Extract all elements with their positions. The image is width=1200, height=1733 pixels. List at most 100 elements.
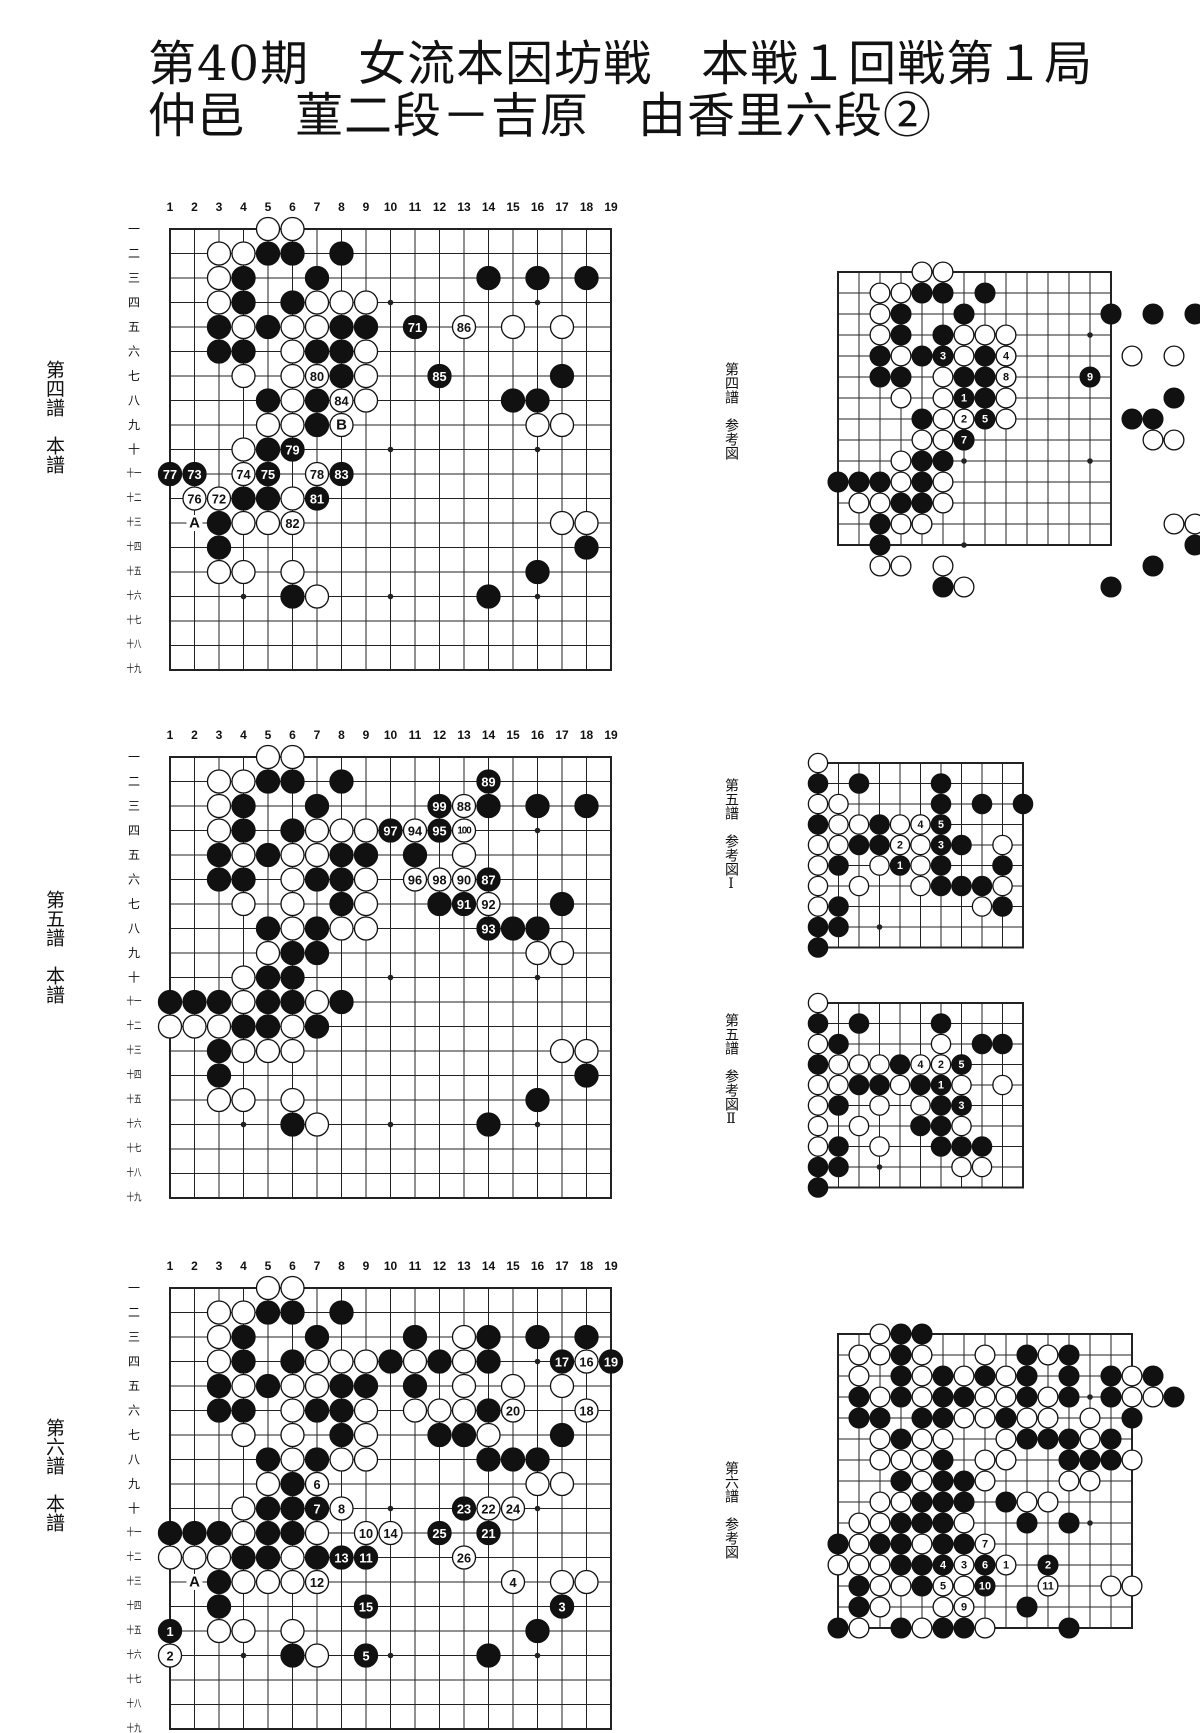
fig6ref-black-stone: [911, 1554, 933, 1576]
fig5ref1-white-stone: [910, 855, 931, 876]
fig6-black-move-stone: [427, 1520, 452, 1546]
fig6-move-number: 8: [338, 1502, 345, 1517]
fig4-black-move-stone: [255, 461, 281, 487]
fig6ref-black-stone: [1058, 1386, 1080, 1408]
fig5-black-move-stone: [451, 891, 477, 917]
fig4ref-move-number: 7: [961, 435, 967, 447]
fig4ref-black-stone: [1163, 387, 1185, 409]
fig6-move-number: 5: [362, 1649, 369, 1664]
fig4-black-stone: [255, 486, 281, 511]
fig6-black-move-stone: [353, 1643, 379, 1668]
fig5ref1-white-stone: [807, 875, 829, 897]
fig4-row-label: 十九: [127, 662, 142, 676]
fig6ref-black-stone: [911, 1323, 933, 1345]
fig6-black-stone: [304, 1447, 330, 1472]
fig6ref-black-stone: [932, 1386, 954, 1408]
fig5-black-stone: [353, 842, 379, 868]
fig4-black-stone: [255, 437, 281, 462]
fig5-white-stone: [304, 1112, 330, 1137]
fig5ref2-white-move-stone: [930, 1054, 952, 1075]
fig5-col-label: 8: [338, 728, 345, 742]
fig4-black-stone: [206, 314, 232, 340]
fig5ref2-black-stone: [910, 1074, 931, 1096]
fig5-white-stone: [280, 891, 305, 917]
fig6ref-white-stone: [953, 1575, 975, 1597]
fig6ref-move-number: 3: [961, 1560, 967, 1572]
fig6-white-stone: [231, 1569, 256, 1595]
fig5-black-stone: [525, 793, 550, 819]
fig6-white-stone: [549, 1569, 575, 1595]
fig6-black-stone: [574, 1324, 599, 1350]
fig4ref-white-stone: [869, 492, 891, 514]
fig4ref-move-number: 5: [982, 414, 988, 426]
fig5-white-move-stone: [451, 818, 477, 843]
fig5ref1-black-stone: [869, 834, 890, 856]
fig5-row-label: 五: [128, 848, 140, 862]
fig4-col-label: 9: [363, 200, 370, 214]
fig4-move-number: 77: [163, 467, 177, 482]
fig4ref-move-number: 4: [1003, 351, 1009, 363]
fig5-white-stone: [280, 1014, 305, 1039]
fig5-row-label: 六: [128, 873, 140, 887]
fig6-black-stone: [304, 1545, 330, 1570]
fig6ref-black-stone: [995, 1491, 1017, 1513]
fig4-white-stone: [255, 412, 281, 438]
fig5ref2-white-stone: [807, 1115, 829, 1137]
fig6-white-stone: [402, 1398, 428, 1423]
fig4ref-black-stone: [1142, 555, 1164, 577]
fig6-black-stone: [304, 1398, 330, 1423]
fig5-white-stone: [280, 1087, 305, 1113]
fig6ref-white-stone: [1100, 1575, 1122, 1597]
fig4-black-stone: [329, 363, 354, 389]
fig4-board-border: [169, 228, 612, 671]
fig5-white-stone: [549, 1038, 575, 1064]
fig5-black-stone: [574, 1063, 599, 1088]
fig5-white-stone: [451, 842, 477, 868]
fig5ref2-white-stone: [971, 1156, 993, 1178]
fig5-move-number: 98: [432, 873, 446, 888]
fig6-move-number: 25: [432, 1526, 446, 1541]
fig5-row-label: 十: [128, 971, 140, 985]
fig4ref-black-stone: [932, 576, 954, 598]
fig5ref2-white-stone: [869, 1095, 890, 1116]
fig6ref-white-stone: [1079, 1407, 1101, 1429]
fig4-white-stone: [255, 216, 281, 242]
fig5-white-stone: [231, 1087, 256, 1113]
fig4-point-mark-B: B: [336, 417, 347, 434]
fig6ref-black-stone: [932, 1365, 954, 1387]
fig4-black-stone: [304, 339, 330, 364]
fig5-white-stone: [206, 1087, 232, 1113]
fig6ref-white-stone: [911, 1449, 933, 1471]
fig5-white-stone: [231, 769, 256, 794]
fig5-col-label: 3: [216, 728, 223, 742]
fig6ref-black-stone: [869, 1407, 891, 1429]
fig5-white-move-stone: [427, 867, 452, 892]
fig6-black-stone: [280, 1471, 305, 1497]
fig4-row-label: 一: [128, 222, 140, 236]
fig5-move-number: 88: [457, 799, 471, 814]
page-title-line2: 仲邑 菫二段－吉原 由香里六段②: [148, 88, 933, 144]
fig6-white-stone: [451, 1398, 477, 1423]
fig6-black-stone: [476, 1324, 501, 1350]
fig5-white-stone: [255, 744, 281, 770]
fig5ref2-move-number: 2: [938, 1059, 944, 1071]
fig5ref1-white-stone: [910, 875, 931, 897]
fig4ref-white-stone: [932, 429, 954, 451]
fig4-black-stone: [500, 388, 526, 413]
fig6-white-stone: [157, 1545, 183, 1570]
fig4ref-black-stone: [911, 450, 933, 472]
fig6-white-stone: [280, 1373, 305, 1399]
fig5ref1-white-move-stone: [910, 814, 931, 835]
fig5-white-stone: [353, 891, 379, 917]
fig4-main-label: 第四譜 本譜: [43, 360, 65, 474]
fig6-black-move-stone: [549, 1349, 575, 1374]
fig5-white-move-stone: [402, 867, 428, 892]
fig5-white-move-stone: [451, 867, 477, 892]
fig5-row-label: 一: [128, 750, 140, 764]
fig5ref1-white-stone: [992, 875, 1013, 897]
fig4-black-stone: [304, 388, 330, 413]
fig5-black-stone: [206, 1038, 232, 1064]
fig6ref-black-stone: [1058, 1449, 1080, 1471]
fig4ref-hoshi-point: [1087, 458, 1093, 464]
fig5-white-stone: [280, 916, 305, 941]
